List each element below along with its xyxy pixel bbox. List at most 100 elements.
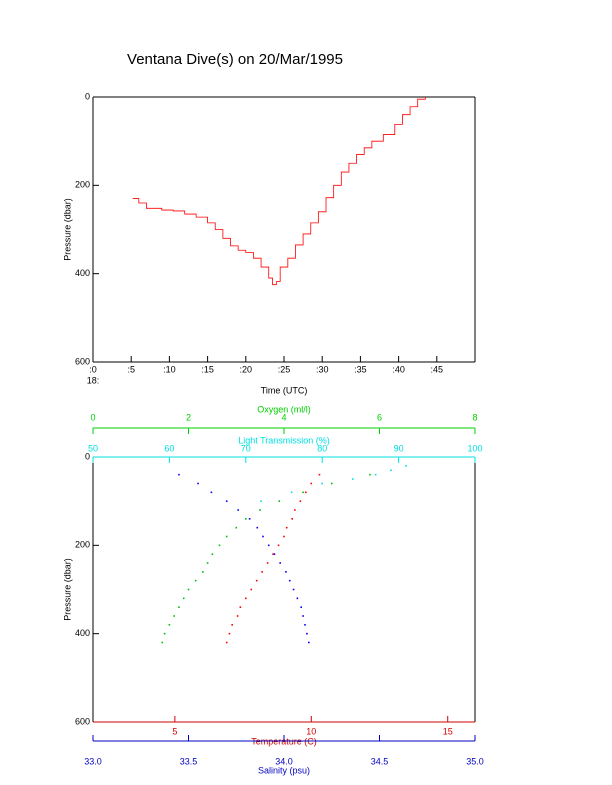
x-tick-label: 33.5 [180, 756, 198, 766]
point [330, 482, 333, 485]
y-tick-label: 200 [75, 180, 90, 190]
point [390, 469, 392, 472]
point [231, 624, 233, 626]
point [285, 526, 288, 529]
point [228, 632, 231, 635]
x-tick-label: 60 [164, 443, 174, 453]
x-tick-label: 80 [317, 443, 327, 453]
point [187, 588, 190, 591]
x-tick-label: :40 [392, 364, 405, 374]
point [310, 482, 313, 485]
point [163, 632, 166, 635]
x-tick-label: 6 [377, 412, 382, 422]
x-tick-label: 90 [394, 443, 404, 453]
point [300, 606, 302, 608]
x-tick-label: :45 [431, 364, 444, 374]
point [405, 465, 408, 467]
point [299, 500, 302, 502]
point [206, 562, 209, 564]
x-tick-label: :20 [240, 364, 253, 374]
y-tick-label: 0 [85, 451, 90, 461]
x-axis-label: Oxygen (ml/l) [257, 404, 311, 414]
chart-title: Ventana Dive(s) on 20/Mar/1995 [127, 51, 343, 68]
point [302, 491, 304, 494]
point [256, 526, 259, 529]
x-tick-label: 10 [306, 726, 316, 736]
y-tick-label: 200 [75, 540, 90, 550]
point [288, 579, 291, 582]
point [304, 624, 306, 626]
point [291, 518, 293, 520]
point [305, 491, 307, 494]
point [261, 571, 263, 573]
x-tick-label: 15 [443, 726, 453, 736]
x-tick-sublabel: 18: [87, 375, 100, 385]
y-tick-label: 0 [85, 91, 90, 101]
point [239, 606, 242, 608]
x-tick-label: 50 [88, 443, 98, 453]
point [290, 491, 293, 494]
point [283, 535, 285, 538]
point [262, 535, 264, 538]
point [225, 535, 228, 538]
x-tick-label: 70 [241, 443, 251, 453]
y-tick-label: 600 [75, 716, 90, 726]
x-tick-label: :30 [316, 364, 329, 374]
point [236, 615, 239, 617]
x-tick-label: :15 [201, 364, 214, 374]
point [296, 597, 299, 600]
point [182, 597, 185, 600]
y-tick-label: 600 [75, 356, 90, 366]
point [218, 544, 221, 547]
y-tick-label: 400 [75, 628, 90, 638]
point [259, 509, 261, 511]
point [255, 579, 258, 582]
x-tick-label: 5 [172, 726, 177, 736]
y-tick-label: 400 [75, 268, 90, 278]
point [318, 473, 321, 476]
point [266, 562, 269, 564]
point [374, 473, 377, 476]
point [272, 553, 274, 555]
x-tick-label: 34.0 [275, 756, 293, 766]
x-tick-label: :25 [278, 364, 291, 374]
point [235, 526, 238, 529]
point [302, 615, 304, 617]
x-tick-label: 0 [90, 412, 95, 422]
point [279, 562, 281, 564]
x-tick-label: 33.0 [84, 756, 102, 766]
point [194, 579, 197, 582]
point [277, 544, 280, 547]
point [225, 641, 228, 644]
point [308, 641, 310, 644]
point [245, 597, 247, 600]
point [245, 518, 247, 520]
point [369, 473, 371, 476]
point [248, 518, 251, 520]
point [173, 615, 175, 617]
x-axis-label: Light Transmission (%) [238, 435, 330, 445]
point [197, 482, 199, 485]
point [237, 509, 239, 511]
x-tick-label: 100 [467, 443, 482, 453]
point [178, 606, 180, 608]
point [292, 588, 295, 591]
x-tick-label: 34.5 [371, 756, 389, 766]
x-tick-label: :35 [354, 364, 367, 374]
point [285, 571, 287, 573]
point [178, 473, 180, 476]
point [225, 500, 228, 502]
x-tick-label: :10 [163, 364, 176, 374]
x-axis-label: Time (UTC) [261, 385, 308, 395]
point [278, 500, 281, 502]
point [161, 641, 164, 644]
x-axis-label: Salinity (psu) [258, 765, 310, 775]
point [306, 632, 308, 635]
x-tick-label: :5 [127, 364, 135, 374]
point [294, 509, 296, 511]
x-tick-label: 4 [281, 412, 286, 422]
y-axis-label: Pressure (dbar) [62, 198, 72, 261]
point [321, 482, 323, 485]
